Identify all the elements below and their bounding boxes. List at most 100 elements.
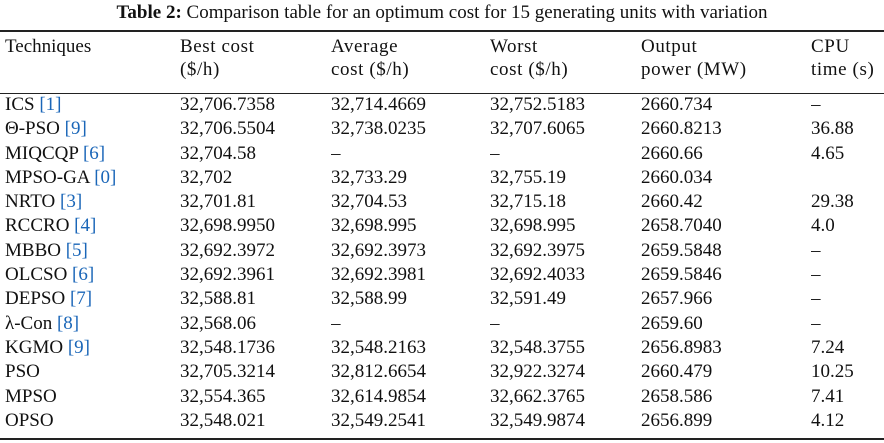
cell-output-power: 2660.42 [641,191,703,213]
cell-output-power: 2660.734 [641,94,713,115]
technique-name: RCCRO [5,215,70,237]
cell-technique: OLCSO [6] [0,263,180,287]
header-row: Techniques Best cost ($/h) Average cost … [0,35,884,81]
cell-average-cost: 32,549.2541 [331,409,426,431]
cell-technique: NRTO [3] [0,190,180,214]
technique-name: ICS [5,94,35,115]
cell-average-cost: 32,692.3973 [331,239,426,261]
cell-technique: MPSO-GA [0] [0,166,180,190]
table-row: MIQCQP [6] 32,704.58– –2660.66 4.65 [0,142,884,166]
header-line: cost ($/h) [331,59,410,80]
cell-worst-cost: 32,548.3755 [490,336,585,358]
cell-cpu-time: 4.0 [811,215,835,237]
cell-cpu-time [811,166,884,190]
cell-best-cost: 32,554.365 [180,385,266,407]
cell-output-power: 2656.8983 [641,336,722,358]
comparison-table: Techniques Best cost ($/h) Average cost … [0,35,884,433]
cell-best-cost: 32,705.3214 [180,361,275,383]
cell-cpu-time: 10.25 [811,361,854,383]
cell-cpu-time: 4.12 [811,409,845,431]
table-body: ICS [1] 32,706.7358 32,714.4669 32,752.5183… [0,93,884,433]
cell-output-power: 2658.7040 [641,215,722,237]
cell-best-cost: 32,704.58 [180,142,256,164]
header-line: time (s) [811,59,875,80]
cell-average-cost: 32,588.99 [331,288,407,310]
header-line: Average [331,36,399,57]
header-line: Output [641,36,698,57]
cell-average-cost: 32,714.4669 [331,94,426,115]
header-best-cost: Best cost ($/h) [180,35,331,81]
header-cpu-time: CPU time (s) [811,35,884,81]
reference-link[interactable]: [5] [65,239,88,261]
reference-link[interactable]: [9] [67,336,90,358]
cell-output-power: 2656.899 [641,409,713,431]
cell-best-cost: 32,706.7358 [180,94,275,115]
technique-name: MPSO [5,385,57,407]
cell-technique: Θ-PSO [9] [0,117,180,141]
reference-link[interactable]: [9] [64,118,87,140]
cell-average-cost: 32,812.6654 [331,361,426,383]
cell-technique: MIQCQP [6] [0,142,180,166]
cell-output-power: 2657.966 [641,288,713,310]
cell-best-cost: 32,548.021 [180,409,266,431]
cell-output-power: 2659.5848 [641,239,722,261]
cell-technique: DEPSO [7] [0,287,180,311]
reference-link[interactable]: [7] [69,288,93,310]
cell-worst-cost: 32,755.19 [490,166,566,188]
technique-name: MBBO [5,239,61,261]
table-row: λ-Con [8] 32,568.06– –2659.60– [0,312,884,336]
cell-best-cost: 32,588.81 [180,288,256,310]
cell-output-power: 2660.034 [641,166,713,188]
header-spacer [0,81,884,93]
caption-text: Comparison table for an optimum cost for… [186,2,768,23]
bottom-rule [0,438,884,440]
cell-best-cost: 32,702 [180,166,233,188]
technique-name: λ-Con [5,312,53,334]
reference-link[interactable]: [6] [82,142,106,164]
technique-name: OPSO [5,409,54,431]
header-line: CPU [811,36,850,57]
header-average-cost: Average cost ($/h) [331,35,490,81]
reference-link[interactable]: [6] [72,264,95,286]
cell-worst-cost: 32,922.3274 [490,361,585,383]
table-row: MPSO-GA [0] 32,702 32,733.29 32,755.19 2660.… [0,166,884,190]
cell-technique: KGMO [9] [0,336,180,360]
cell-best-cost: 32,568.06 [180,312,256,334]
table-row: NRTO [3] 32,701.81 32,704.53 32,715.18 2660.… [0,190,884,214]
cell-best-cost: 32,548.1736 [180,336,275,358]
cell-cpu-time: 29.38 [811,191,854,213]
reference-link[interactable]: [4] [74,215,97,237]
header-worst-cost: Worst cost ($/h) [490,35,641,81]
header-output-power: Output power (MW) [641,35,811,81]
technique-name: MIQCQP [5,142,79,164]
header-line: Techniques [5,36,92,57]
cell-output-power: 2659.5846 [641,264,722,286]
cell-output-power: 2659.60 [641,312,703,334]
reference-link[interactable]: [0] [94,166,117,188]
table-row: DEPSO [7] 32,588.81 32,588.99 32,591.49 2657… [0,287,884,311]
technique-name: PSO [5,361,40,383]
cell-output-power: 2660.66 [641,142,703,164]
reference-link[interactable]: [8] [56,312,80,334]
table-caption: Table 2: Comparison table for an optimum… [0,2,884,24]
technique-name: MPSO-GA [5,166,90,188]
cell-worst-cost: 32,715.18 [490,191,566,213]
reference-link[interactable]: [1] [39,94,62,115]
table-row: Θ-PSO [9] 32,706.5504 32,738.0235 32,707.60… [0,117,884,141]
table-row: OLCSO [6] 32,692.3961 32,692.3981 32,692.40… [0,263,884,287]
cell-technique: RCCRO [4] [0,214,180,238]
header-line: Worst [490,36,538,57]
cell-cpu-time: – [811,94,821,115]
caption-label: Table 2: [116,2,182,23]
header-line: Best cost [180,36,255,57]
technique-name: OLCSO [5,264,68,286]
reference-link[interactable]: [3] [60,191,83,213]
cell-average-cost: 32,733.29 [331,166,407,188]
header-line: cost ($/h) [490,59,569,80]
cell-cpu-time: 4.65 [811,142,845,164]
cell-average-cost: 32,704.53 [331,191,407,213]
cell-cpu-time: 7.24 [811,336,845,358]
table-header: Techniques Best cost ($/h) Average cost … [0,35,884,93]
cell-technique: ICS [1] [0,93,180,117]
